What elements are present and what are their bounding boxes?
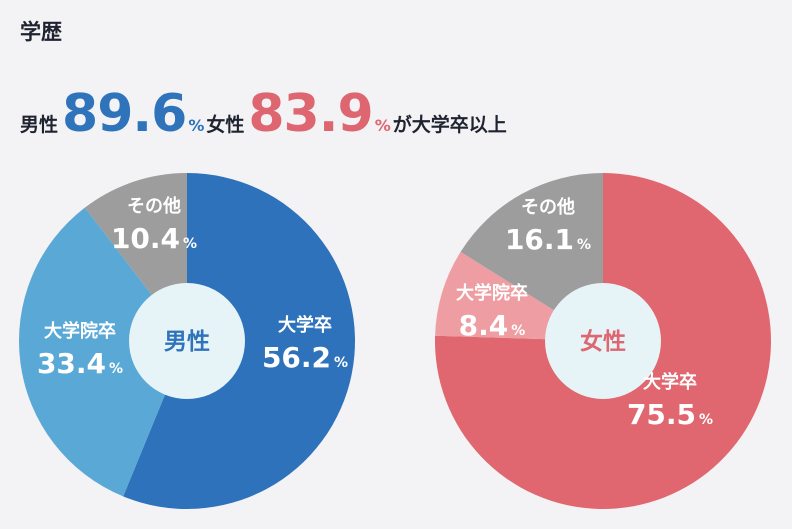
male-label: 男性: [20, 114, 59, 136]
pie1-slice-2: [18, 207, 187, 497]
pie2-center-label: 女性: [580, 328, 626, 355]
pie2-slice-3-value: 16.1%: [505, 223, 591, 256]
pie1-slice-2-value: 33.4%: [37, 347, 123, 380]
pie1-slice-3-value: 10.4%: [111, 222, 197, 255]
pie2-slice-2-label: 大学院卒: [456, 282, 528, 304]
pie1-slice-1-value: 56.2%: [262, 341, 348, 374]
headline-suffix: が大学卒以上: [392, 114, 507, 136]
pie2-slice-2-value: 8.4%: [459, 309, 526, 342]
summary-headline: 男性 89.6 % 女性 83.9 % が大学卒以上: [20, 88, 507, 140]
page-title: 学歴: [20, 20, 62, 44]
female-percent-sign: %: [374, 116, 391, 135]
pie1-slice-3-label: その他: [127, 195, 181, 217]
male-percent-sign: %: [188, 116, 205, 135]
pie1-center: [129, 283, 245, 399]
pie2-center: [545, 283, 661, 399]
female-label: 女性: [206, 114, 245, 136]
pie2-slice-1-value: 75.5%: [627, 398, 713, 431]
female-value: 83.9: [248, 84, 373, 144]
pie1-center-label: 男性: [164, 329, 210, 355]
pie1-slice-1-label: 大学卒: [278, 314, 332, 336]
pie1-slice-2-label: 大学院卒: [44, 320, 116, 342]
male-value: 89.6: [62, 84, 187, 144]
pie2-slice-3-label: その他: [521, 196, 575, 218]
pie2-slice-1-label: 大学卒: [643, 371, 697, 393]
